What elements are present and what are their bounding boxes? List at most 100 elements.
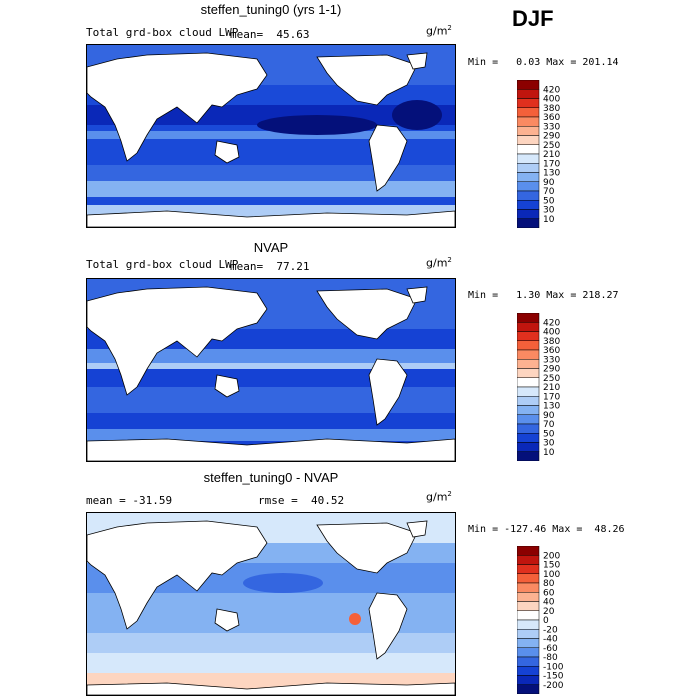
colorbar-tick-label: 40 bbox=[543, 598, 555, 608]
south-america-shape bbox=[368, 124, 408, 192]
colorbar-tick-label: 330 bbox=[543, 355, 560, 365]
south-america-shape bbox=[368, 592, 408, 660]
colorbar-swatch bbox=[517, 638, 540, 648]
colorbar-swatch bbox=[517, 619, 540, 630]
australia-shape bbox=[214, 374, 240, 398]
colorbar-swatch bbox=[517, 349, 540, 360]
land bbox=[87, 286, 455, 461]
colorbar-tick-label: 400 bbox=[543, 328, 560, 338]
colorbar-swatch bbox=[517, 313, 540, 323]
antarctica-shape bbox=[87, 682, 455, 695]
colorbar-swatch bbox=[517, 592, 540, 602]
colorbar-swatch bbox=[517, 190, 540, 201]
colorbar-swatch bbox=[517, 107, 540, 118]
colorbar-swatch bbox=[517, 629, 540, 639]
north-america-shape bbox=[316, 288, 418, 340]
positive-anomaly-spot bbox=[349, 613, 361, 625]
colorbar-swatch bbox=[517, 98, 540, 108]
colorbar-tick-label: 210 bbox=[543, 383, 560, 393]
south-america-shape bbox=[368, 358, 408, 426]
colorbar-tick-label: 360 bbox=[543, 113, 560, 123]
antarctica-shape bbox=[87, 438, 455, 461]
panel1-colorbar: 420 400 380 360 330 290 250 210 170 130 90 70 50 30 10 bbox=[517, 80, 577, 228]
colorbar-swatch bbox=[517, 359, 540, 369]
panel3-map bbox=[86, 512, 456, 696]
colorbar-tick-label: 70 bbox=[543, 420, 555, 430]
land bbox=[87, 520, 455, 695]
australia-shape bbox=[214, 608, 240, 632]
panel1-map bbox=[86, 44, 456, 228]
colorbar-swatch bbox=[517, 386, 540, 397]
colorbar-tick-label: 70 bbox=[543, 187, 555, 197]
storm-track-band bbox=[87, 181, 455, 197]
australia-shape bbox=[214, 140, 240, 164]
itcz-band bbox=[87, 131, 455, 139]
ocean-band bbox=[87, 633, 455, 653]
eurasia-africa-shape bbox=[87, 520, 268, 630]
antarctica-shape bbox=[87, 210, 455, 227]
greenland-shape bbox=[406, 520, 428, 538]
panel1-mean: mean= 45.63 bbox=[230, 28, 310, 41]
colorbar-tick-label: 420 bbox=[543, 318, 560, 328]
colorbar-tick-label: 330 bbox=[543, 122, 560, 132]
colorbar-swatch bbox=[517, 405, 540, 415]
panel3-minmax: Min = -127.46 Max = 48.26 bbox=[468, 524, 625, 535]
colorbar-swatch bbox=[517, 322, 540, 332]
colorbar-swatch bbox=[517, 153, 540, 164]
colorbar-tick-label: 380 bbox=[543, 104, 560, 114]
greenland-shape bbox=[406, 52, 428, 70]
colorbar-tick-label: -60 bbox=[543, 644, 558, 654]
panel2-mean: mean= 77.21 bbox=[230, 260, 310, 273]
colorbar-swatch bbox=[517, 80, 540, 90]
colorbar-tick-label: 50 bbox=[543, 429, 555, 439]
colorbar-swatch bbox=[517, 582, 540, 593]
ocean-band bbox=[87, 349, 455, 367]
colorbar-swatch bbox=[517, 601, 540, 611]
panel2-title: NVAP bbox=[253, 240, 289, 255]
colorbar-tick-label: -40 bbox=[543, 635, 558, 645]
panel3-colorbar: 200 150 100 80 60 40 20 0 -20 -40 -60 -80 -100 -150 -2… bbox=[517, 546, 577, 694]
eurasia-africa-shape bbox=[87, 52, 268, 162]
colorbar-swatch bbox=[517, 647, 540, 658]
panel2-units: g/m2 bbox=[426, 256, 452, 270]
colorbar-tick-label: 150 bbox=[543, 561, 560, 571]
colorbar-tick-label: 130 bbox=[543, 402, 560, 412]
panel1-title: steffen_tuning0 (yrs 1-1) bbox=[200, 2, 342, 17]
ocean-band bbox=[87, 429, 455, 441]
colorbar-tick-label: 170 bbox=[543, 392, 560, 402]
colorbar-tick-label: 10 bbox=[543, 215, 555, 225]
colorbar-swatch bbox=[517, 423, 540, 434]
colorbar-tick-label: 200 bbox=[543, 551, 560, 561]
panel1-minmax: Min = 0.03 Max = 201.14 bbox=[468, 57, 619, 68]
colorbar-swatch bbox=[517, 414, 540, 425]
panel3-units: g/m2 bbox=[426, 490, 452, 504]
negative-anomaly-patch bbox=[243, 573, 323, 593]
colorbar-tick-label: 10 bbox=[543, 448, 555, 458]
colorbar-swatch bbox=[517, 172, 540, 182]
colorbar-swatch bbox=[517, 377, 540, 388]
colorbar-swatch bbox=[517, 564, 540, 574]
colorbar-swatch bbox=[517, 442, 540, 452]
colorbar-swatch bbox=[517, 218, 540, 228]
colorbar-swatch bbox=[517, 200, 540, 210]
ocean-band bbox=[87, 653, 455, 673]
panel2-minmax: Min = 1.30 Max = 218.27 bbox=[468, 290, 619, 301]
colorbar-tick-label: 90 bbox=[543, 411, 555, 421]
ocean-patch bbox=[257, 115, 377, 135]
colorbar-tick-label: 290 bbox=[543, 132, 560, 142]
colorbar-tick-label: 100 bbox=[543, 570, 560, 580]
colorbar-swatch bbox=[517, 573, 540, 584]
colorbar-swatch bbox=[517, 340, 540, 351]
colorbar-swatch bbox=[517, 163, 540, 173]
colorbar-tick-label: 90 bbox=[543, 178, 555, 188]
colorbar-tick-label: -150 bbox=[543, 672, 564, 682]
north-america-shape bbox=[316, 522, 418, 574]
greenland-shape bbox=[406, 286, 428, 304]
colorbar-swatch bbox=[517, 656, 540, 667]
land bbox=[87, 52, 455, 227]
panel2-subtitle: Total grd-box cloud LWP bbox=[86, 258, 239, 271]
colorbar-swatch bbox=[517, 181, 540, 192]
colorbar-tick-label: 250 bbox=[543, 141, 560, 151]
colorbar-tick-label: 210 bbox=[543, 150, 560, 160]
